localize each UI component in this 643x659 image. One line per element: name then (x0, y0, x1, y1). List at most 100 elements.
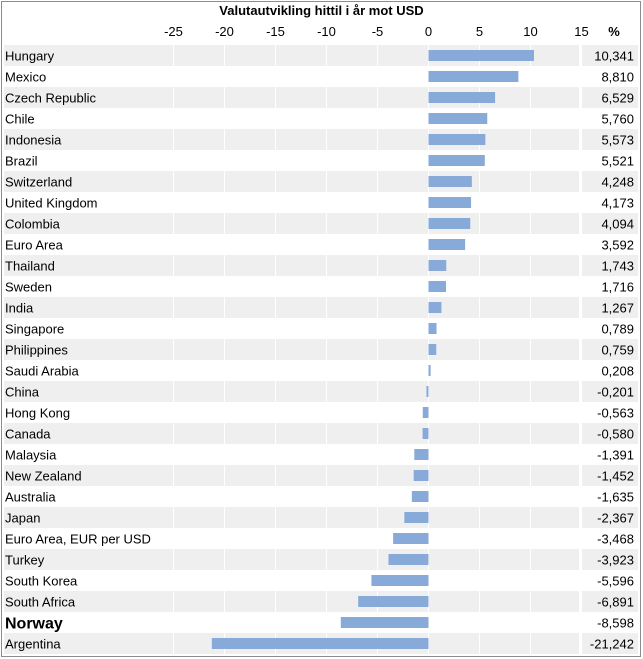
bar (413, 470, 429, 481)
row-band (4, 108, 638, 129)
bar (426, 386, 429, 397)
value-label: 4,173 (601, 196, 634, 211)
bar (428, 155, 485, 166)
bar (340, 617, 429, 628)
value-label: -8,598 (597, 616, 634, 631)
category-label: Canada (5, 427, 51, 442)
category-label: Chile (5, 112, 35, 127)
row-band (4, 339, 638, 360)
value-label: 1,743 (601, 259, 634, 274)
bar (428, 302, 442, 313)
value-label: 5,521 (601, 154, 634, 169)
value-label: 4,094 (601, 217, 634, 232)
row-band (4, 66, 638, 87)
bar (358, 596, 429, 607)
category-label: Indonesia (5, 133, 62, 148)
bar (428, 197, 472, 208)
bar (428, 344, 437, 355)
row-band (4, 612, 638, 633)
value-label: 8,810 (601, 70, 634, 85)
row-band (4, 171, 638, 192)
value-label: -0,201 (597, 385, 634, 400)
row-band (4, 234, 638, 255)
bar (428, 50, 534, 61)
category-label: Japan (5, 511, 40, 526)
value-label: -2,367 (597, 511, 634, 526)
category-label: Mexico (5, 70, 46, 85)
category-label: Euro Area (5, 238, 64, 253)
row-band (4, 87, 638, 108)
value-label: -6,891 (597, 595, 634, 610)
category-label: South Africa (5, 595, 76, 610)
x-tick-label: -25 (164, 24, 183, 39)
category-label: Norway (5, 616, 63, 633)
value-label: 4,248 (601, 175, 634, 190)
chart-title: Valutautvikling hittil i år mot USD (219, 3, 424, 18)
bar (428, 239, 466, 250)
value-label: -5,596 (597, 574, 634, 589)
value-label: 10,341 (594, 49, 634, 64)
value-label: -0,580 (597, 427, 634, 442)
value-label: 5,760 (601, 112, 634, 127)
row-band (4, 444, 638, 465)
bar (428, 71, 519, 82)
value-label: 1,716 (601, 280, 634, 295)
category-label: China (5, 385, 40, 400)
x-tick-label: -10 (317, 24, 336, 39)
row-band (4, 276, 638, 297)
x-tick-label: 15 (574, 24, 588, 39)
bar (428, 134, 486, 145)
category-label: Sweden (5, 280, 52, 295)
x-tick-label: -5 (372, 24, 384, 39)
value-label: -0,563 (597, 406, 634, 421)
category-label: Czech Republic (5, 91, 97, 106)
value-label: 0,759 (601, 343, 634, 358)
value-label: -21,242 (590, 637, 634, 652)
value-label: -1,635 (597, 490, 634, 505)
bar (211, 638, 429, 649)
value-label: 3,592 (601, 238, 634, 253)
x-tick-label: -15 (266, 24, 285, 39)
category-label: South Korea (5, 574, 78, 589)
bar (404, 512, 429, 523)
bar (422, 428, 429, 439)
bar (428, 92, 496, 103)
x-tick-label: 5 (476, 24, 483, 39)
row-band (4, 465, 638, 486)
row-band (4, 381, 638, 402)
bar (371, 575, 429, 586)
category-label: Turkey (5, 553, 45, 568)
value-label: 5,573 (601, 133, 634, 148)
category-label: Switzerland (5, 175, 72, 190)
category-label: Australia (5, 490, 56, 505)
row-band (4, 255, 638, 276)
value-label: -1,452 (597, 469, 634, 484)
row-band (4, 570, 638, 591)
row-band (4, 129, 638, 150)
category-label: Colombia (5, 217, 61, 232)
category-label: Saudi Arabia (5, 364, 79, 379)
row-band (4, 549, 638, 570)
row-band (4, 150, 638, 171)
category-label: Euro Area, EUR per USD (5, 532, 151, 547)
row-band (4, 507, 638, 528)
value-label: -1,391 (597, 448, 634, 463)
bar (428, 218, 471, 229)
bar (428, 260, 447, 271)
bar (428, 323, 437, 334)
bar (428, 281, 447, 292)
value-label: 0,208 (601, 364, 634, 379)
value-label: -3,468 (597, 532, 634, 547)
row-band (4, 297, 638, 318)
category-label: India (5, 301, 34, 316)
row-band (4, 45, 638, 66)
x-tick-label: 10 (523, 24, 537, 39)
category-label: Hong Kong (5, 406, 70, 421)
row-band (4, 192, 638, 213)
bar (411, 491, 429, 502)
category-label: Hungary (5, 49, 55, 64)
row-band (4, 591, 638, 612)
row-band (4, 423, 638, 444)
row-band (4, 402, 638, 423)
